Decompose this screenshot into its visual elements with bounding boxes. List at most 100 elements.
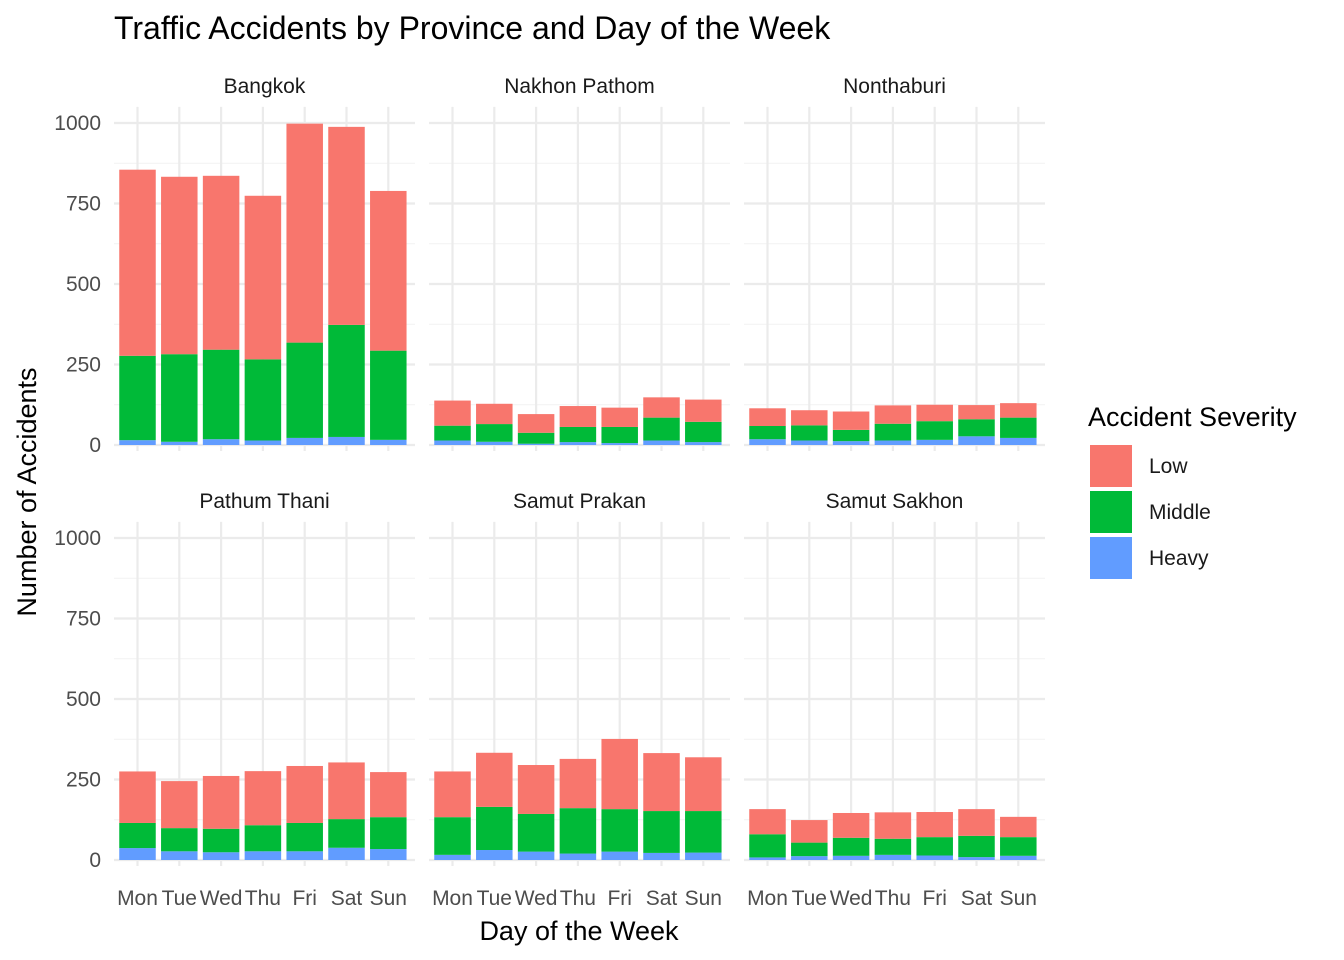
facet-panel-nonthaburi: Nonthaburi bbox=[744, 75, 1045, 451]
bar-nakhon-pathom-sun-middle bbox=[685, 421, 722, 443]
y-tick-label: 500 bbox=[66, 273, 101, 296]
facet-panel-nakhon-pathom: Nakhon Pathom bbox=[429, 75, 730, 451]
bar-samut-sakhon-fri-middle bbox=[916, 837, 953, 856]
bar-pathum-thani-sat-middle bbox=[328, 819, 365, 848]
bar-samut-prakan-sat-low bbox=[643, 753, 680, 812]
facet-strip-label: Nonthaburi bbox=[843, 75, 946, 98]
bar-samut-prakan-fri-middle bbox=[601, 809, 638, 852]
bar-bangkok-mon-low bbox=[119, 169, 156, 356]
bar-samut-sakhon-sat-middle bbox=[958, 835, 995, 858]
bar-samut-prakan-sun-middle bbox=[685, 811, 722, 853]
bar-samut-prakan-tue-heavy bbox=[476, 850, 513, 860]
bar-nakhon-pathom-thu-heavy bbox=[559, 442, 597, 445]
x-tick-label: Wed bbox=[830, 887, 873, 910]
legend-label-low: Low bbox=[1149, 455, 1188, 478]
bar-nonthaburi-tue-low bbox=[791, 410, 828, 426]
facet-panel-pathum-thani: Pathum Thani 0 250 500 750 1000 Mon Tue Wed Thu Fr… bbox=[54, 490, 415, 910]
bar-nakhon-pathom-thu-middle bbox=[559, 426, 597, 443]
bar-bangkok-sun-heavy bbox=[370, 439, 407, 445]
bar-nonthaburi-wed-heavy bbox=[832, 441, 870, 445]
bar-nakhon-pathom-mon-heavy bbox=[434, 440, 471, 445]
y-tick-label: 250 bbox=[66, 354, 101, 377]
x-tick-label: Mon bbox=[747, 887, 788, 910]
y-axis-title: Number of Accidents bbox=[12, 367, 42, 616]
y-tick-label: 750 bbox=[66, 193, 101, 216]
bar-nonthaburi-thu-middle bbox=[874, 423, 912, 441]
bar-bangkok-thu-low bbox=[244, 195, 282, 360]
bar-nonthaburi-wed-low bbox=[832, 411, 870, 430]
bar-nakhon-pathom-tue-low bbox=[476, 403, 513, 425]
facet-strip-label: Nakhon Pathom bbox=[504, 75, 655, 98]
bar-nonthaburi-sun-middle bbox=[1000, 417, 1037, 438]
bar-samut-prakan-tue-low bbox=[476, 752, 513, 807]
bar-nonthaburi-mon-heavy bbox=[749, 439, 786, 445]
bar-bangkok-fri-middle bbox=[286, 342, 323, 438]
legend-swatch-middle bbox=[1090, 491, 1132, 533]
facet-strip-label: Pathum Thani bbox=[199, 490, 329, 513]
bar-nonthaburi-thu-heavy bbox=[874, 440, 912, 445]
legend: Accident Severity Low Middle Heavy bbox=[1088, 402, 1297, 579]
bar-pathum-thani-sun-heavy bbox=[370, 849, 407, 860]
x-tick-label: Sat bbox=[331, 887, 363, 910]
bar-samut-prakan-wed-middle bbox=[517, 813, 555, 852]
bar-bangkok-tue-heavy bbox=[161, 441, 198, 445]
y-tick-label: 0 bbox=[89, 849, 101, 872]
bar-samut-sakhon-fri-low bbox=[916, 812, 953, 838]
bar-nakhon-pathom-wed-low bbox=[517, 414, 555, 433]
bar-pathum-thani-thu-heavy bbox=[244, 851, 282, 860]
y-tick-label: 750 bbox=[66, 608, 101, 631]
bar-nonthaburi-mon-middle bbox=[749, 426, 786, 440]
bar-pathum-thani-fri-low bbox=[286, 765, 323, 823]
x-tick-label: Sat bbox=[961, 887, 993, 910]
bar-pathum-thani-fri-middle bbox=[286, 822, 323, 852]
bar-samut-sakhon-fri-heavy bbox=[916, 855, 953, 860]
x-tick-label: Tue bbox=[792, 887, 827, 910]
bar-bangkok-wed-heavy bbox=[202, 439, 240, 445]
bar-nakhon-pathom-sat-middle bbox=[643, 417, 680, 441]
bar-bangkok-tue-middle bbox=[161, 354, 198, 442]
bar-nakhon-pathom-sun-heavy bbox=[685, 442, 722, 445]
bar-bangkok-thu-heavy bbox=[244, 440, 282, 445]
bar-pathum-thani-sun-middle bbox=[370, 817, 407, 850]
bar-samut-prakan-mon-middle bbox=[434, 817, 471, 855]
bar-bangkok-fri-low bbox=[286, 123, 323, 343]
bar-nonthaburi-fri-low bbox=[916, 404, 953, 422]
bar-samut-sakhon-tue-middle bbox=[791, 842, 828, 857]
x-tick-label: Sun bbox=[685, 887, 722, 910]
y-tick-label: 1000 bbox=[54, 527, 101, 550]
bar-samut-sakhon-thu-low bbox=[874, 812, 912, 839]
bar-bangkok-sat-low bbox=[328, 126, 365, 325]
bar-samut-sakhon-mon-middle bbox=[749, 834, 786, 858]
bar-samut-prakan-tue-middle bbox=[476, 806, 513, 851]
x-tick-label: Mon bbox=[117, 887, 158, 910]
bar-samut-prakan-sat-heavy bbox=[643, 852, 680, 860]
bar-pathum-thani-mon-middle bbox=[119, 822, 156, 849]
bar-nakhon-pathom-fri-middle bbox=[601, 426, 638, 444]
x-tick-label: Sun bbox=[1000, 887, 1037, 910]
legend-swatch-low bbox=[1090, 445, 1132, 487]
bar-nonthaburi-sun-heavy bbox=[1000, 437, 1037, 445]
bar-pathum-thani-wed-heavy bbox=[202, 852, 240, 860]
bar-samut-prakan-sun-low bbox=[685, 757, 722, 812]
facet-panel-samut-prakan: Samut Prakan Mon Tue Wed Thu Fri Sat Sun bbox=[429, 490, 730, 910]
bar-pathum-thani-tue-heavy bbox=[161, 851, 198, 860]
facet-strip-label: Bangkok bbox=[224, 75, 306, 98]
bar-samut-sakhon-sat-heavy bbox=[958, 857, 995, 860]
bar-bangkok-tue-low bbox=[161, 176, 198, 355]
bar-samut-sakhon-thu-middle bbox=[874, 838, 912, 855]
bar-samut-sakhon-mon-heavy bbox=[749, 857, 786, 860]
bar-samut-sakhon-thu-heavy bbox=[874, 854, 912, 860]
legend-title: Accident Severity bbox=[1088, 402, 1297, 432]
bar-samut-sakhon-tue-heavy bbox=[791, 856, 828, 860]
bar-pathum-thani-mon-low bbox=[119, 771, 156, 823]
bar-samut-prakan-thu-middle bbox=[559, 808, 597, 854]
bar-samut-prakan-fri-heavy bbox=[601, 851, 638, 860]
bar-nonthaburi-sat-low bbox=[958, 405, 995, 420]
bar-nonthaburi-sun-low bbox=[1000, 403, 1037, 418]
bar-samut-prakan-wed-low bbox=[517, 765, 555, 814]
bar-samut-sakhon-sun-low bbox=[1000, 816, 1037, 838]
legend-label-heavy: Heavy bbox=[1149, 547, 1209, 570]
bar-nakhon-pathom-thu-low bbox=[559, 406, 597, 427]
x-tick-label: Tue bbox=[477, 887, 512, 910]
bar-nakhon-pathom-mon-middle bbox=[434, 425, 471, 441]
